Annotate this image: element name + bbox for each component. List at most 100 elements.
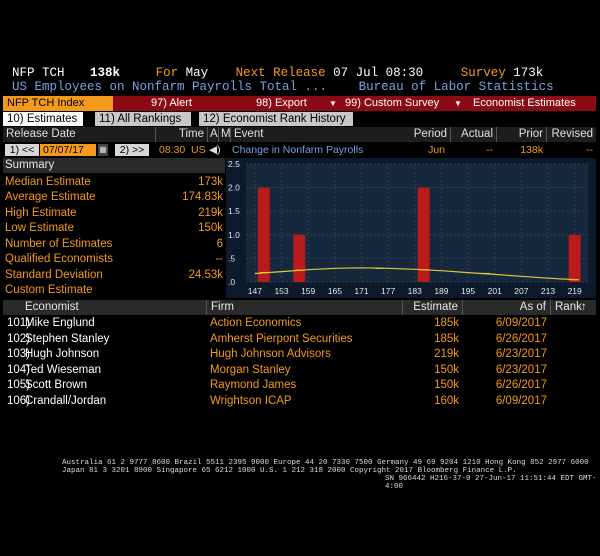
- release-grid-header: Release Date Time A M Event Period Actua…: [3, 127, 596, 142]
- next-release-label: Next Release: [235, 66, 326, 80]
- x-tick-label: 177: [381, 286, 395, 296]
- distribution-curve: [254, 267, 575, 281]
- speaker-icon[interactable]: ◀): [209, 144, 221, 156]
- economist-as-of: 6/23/2017: [495, 363, 547, 376]
- economist-firm: Action Economics: [210, 317, 302, 329]
- tab-bar: 10) Estimates 11) All Rankings 12) Econo…: [3, 112, 596, 126]
- col-m: M: [221, 127, 231, 142]
- tab-all-rankings[interactable]: 11) All Rankings: [95, 112, 191, 126]
- x-tick-label: 195: [461, 286, 475, 296]
- release-time: 08:30: [159, 144, 186, 156]
- economist-row-id: 106): [7, 394, 31, 407]
- y-tick-label: .0: [228, 277, 235, 287]
- x-tick-label: 147: [248, 286, 262, 296]
- col-actual: Actual: [451, 127, 497, 142]
- economist-firm: Morgan Stanley: [210, 363, 291, 376]
- col-firm[interactable]: Firm: [207, 300, 403, 315]
- economist-name: Stephen Stanley: [25, 332, 110, 345]
- economist-name: Hugh Johnson: [25, 348, 100, 360]
- economist-name: Crandall/Jordan: [25, 394, 107, 407]
- economist-row-id: 105): [7, 379, 31, 391]
- economist-firm: Amherst Pierpont Securities: [210, 332, 353, 345]
- y-tick-label: 1.0: [228, 230, 240, 240]
- for-value: May: [185, 66, 209, 80]
- economist-name: Mike Englund: [25, 317, 95, 329]
- col-estimate[interactable]: Estimate: [403, 300, 463, 315]
- security-description: US Employees on Nonfarm Payrolls Total .…: [12, 80, 328, 94]
- col-as-of[interactable]: As of: [463, 300, 551, 315]
- release-period: Jun: [428, 144, 445, 156]
- economist-row-id: 103): [7, 348, 31, 360]
- release-date-input[interactable]: 07/07/17: [40, 144, 96, 156]
- summary-row-average: Average Estimate 174.83k: [5, 191, 223, 203]
- x-tick-label: 183: [408, 286, 422, 296]
- economist-row[interactable]: 106) Crandall/Jordan Wrightson ICAP 160k 6/0…: [3, 394, 596, 409]
- col-release-date: Release Date: [3, 127, 156, 142]
- economist-estimate: 160k: [434, 394, 459, 407]
- economist-row[interactable]: 105) Scott Brown Raymond James 150k 6/26/201…: [3, 378, 596, 393]
- histogram-bar: [293, 234, 306, 282]
- economist-as-of: 6/23/2017: [495, 348, 547, 360]
- tab-estimates[interactable]: 10) Estimates: [3, 112, 83, 126]
- footer-line-3: SN 966442 H216-37-0 27-Jun-17 11:51:44 E…: [385, 475, 597, 491]
- y-tick-label: 2.5: [228, 159, 240, 169]
- economist-firm: Hugh Johnson Advisors: [210, 348, 331, 360]
- x-tick-label: 153: [274, 286, 288, 296]
- economist-estimate: 185k: [434, 317, 459, 329]
- col-a: A: [210, 127, 219, 142]
- export-button[interactable]: 98) Export: [256, 97, 307, 109]
- summary-row-count: Number of Estimates 6: [5, 238, 223, 250]
- survey-label: Survey: [460, 66, 506, 80]
- economist-row-id: 104): [7, 363, 31, 376]
- chart-svg: 2.5 2.0 1.5 1.0 .5 .0 147 153 159 165 171 177 183 189…: [228, 159, 588, 296]
- release-event[interactable]: Change in Nonfarm Payrolls: [232, 144, 364, 156]
- summary-title: Summary: [3, 158, 225, 173]
- economist-row[interactable]: 101) Mike Englund Action Economics 185k 6/09…: [3, 316, 596, 331]
- col-time: Time: [156, 127, 208, 142]
- prev-release-button[interactable]: 1) <<: [5, 144, 39, 156]
- y-tick-label: 1.5: [228, 206, 240, 216]
- release-row: 1) << 07/07/17 ▦ 2) >> 08:30 US ◀) Chang…: [3, 143, 596, 157]
- calendar-icon[interactable]: ▦: [98, 144, 108, 156]
- x-tick-label: 189: [434, 286, 448, 296]
- for-label: For: [155, 66, 179, 80]
- security-index-field[interactable]: NFP TCH Index: [3, 96, 113, 111]
- x-tick-label: 207: [514, 286, 528, 296]
- economist-estimate: 150k: [434, 379, 459, 391]
- alert-button[interactable]: 97) Alert: [151, 97, 192, 109]
- footer-line-1: Australia 61 2 9777 8600 Brazil 5511 239…: [62, 459, 589, 467]
- col-economist[interactable]: Economist: [3, 300, 207, 315]
- custom-survey-button[interactable]: 99) Custom Survey: [345, 97, 440, 109]
- economist-row[interactable]: 104) Ted Wieseman Morgan Stanley 150k 6/23/2…: [3, 363, 596, 378]
- economist-estimate: 185k: [434, 332, 459, 345]
- y-tick-label: .5: [228, 253, 235, 263]
- economist-as-of: 6/09/2017: [495, 317, 547, 329]
- sort-arrow-icon[interactable]: ↑: [581, 301, 587, 313]
- release-prior: 138k: [520, 144, 543, 156]
- custom-survey-dropdown-icon[interactable]: ▼: [454, 99, 462, 108]
- economist-estimate: 150k: [434, 363, 459, 376]
- economist-row-id: 102): [7, 332, 31, 345]
- security-description-row: US Employees on Nonfarm Payrolls Total .…: [12, 80, 554, 94]
- economist-row-id: 101): [7, 317, 31, 329]
- x-tick-label: 213: [541, 286, 555, 296]
- summary-row-high: High Estimate 219k: [5, 207, 223, 219]
- release-country: US: [191, 144, 206, 156]
- footer-line-2: Japan 81 3 3201 8900 Singapore 65 6212 1…: [62, 467, 517, 475]
- economist-firm: Raymond James: [210, 379, 297, 391]
- export-dropdown-icon[interactable]: ▼: [329, 99, 337, 108]
- economist-name: Scott Brown: [25, 379, 87, 391]
- col-rank[interactable]: Rank: [555, 301, 582, 313]
- x-tick-label: 201: [488, 286, 502, 296]
- economist-row[interactable]: 102) Stephen Stanley Amherst Pierpont Secu…: [3, 332, 596, 347]
- economist-row[interactable]: 103) Hugh Johnson Hugh Johnson Advisors 219…: [3, 347, 596, 362]
- y-tick-label: 2.0: [228, 183, 240, 193]
- col-prior: Prior: [497, 127, 547, 142]
- tab-economist-rank-history[interactable]: 12) Economist Rank History: [199, 112, 353, 126]
- next-release-button[interactable]: 2) >>: [115, 144, 149, 156]
- histogram-bar: [417, 187, 430, 282]
- security-header: NFP TCH 138k For May Next Release 07 Jul…: [12, 66, 543, 80]
- x-tick-label: 171: [354, 286, 368, 296]
- release-actual: --: [486, 144, 493, 156]
- summary-row-custom[interactable]: Custom Estimate: [5, 284, 93, 296]
